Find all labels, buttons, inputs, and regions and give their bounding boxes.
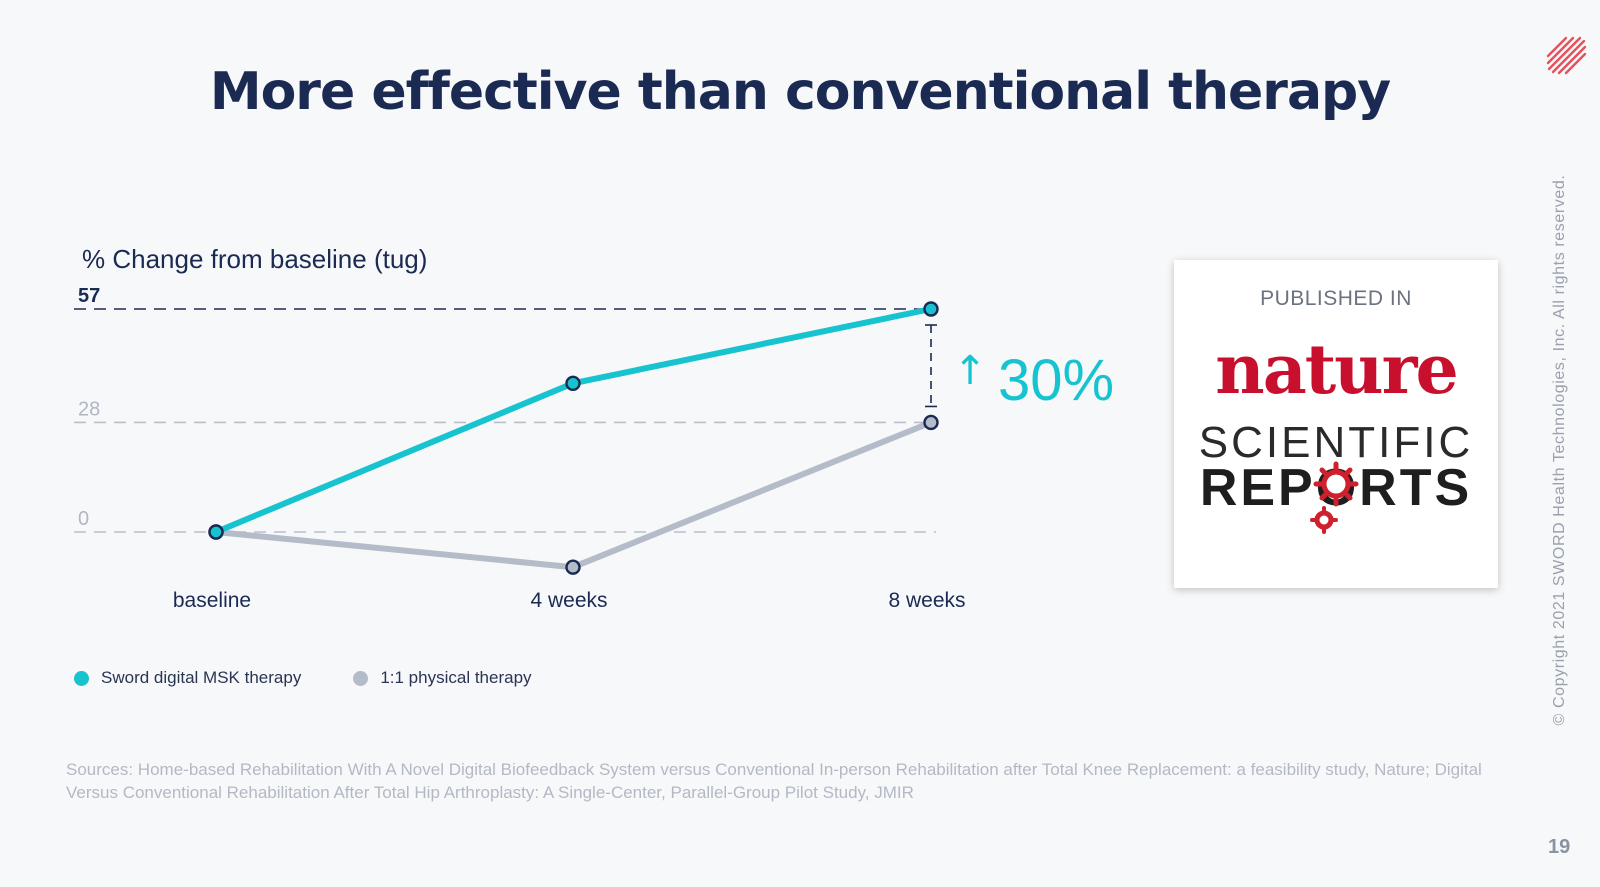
- legend-dot-icon: [74, 670, 89, 686]
- data-point: [208, 524, 224, 540]
- legend-item-physical: 1:1 physical therapy: [353, 668, 532, 688]
- y-tick-label: 57: [78, 285, 100, 307]
- data-point: [923, 414, 939, 431]
- x-tick-label: baseline: [173, 589, 251, 612]
- improvement-percent: 30%: [998, 348, 1114, 413]
- x-tick-label: 4 weeks: [530, 589, 607, 612]
- y-axis-title: % Change from baseline (tug): [82, 244, 428, 274]
- up-arrow-icon: ↑: [953, 348, 987, 394]
- x-tick-label: 8 weeks: [888, 589, 965, 612]
- legend-label: Sword digital MSK therapy: [101, 668, 302, 687]
- data-point: [923, 301, 939, 317]
- data-point: [565, 559, 581, 575]
- legend-item-sword: Sword digital MSK therapy: [74, 668, 301, 688]
- scientific-logo-text: SCIENTIFIC: [1198, 418, 1474, 467]
- sources-footnote: Sources: Home-based Rehabilitation With …: [66, 760, 1482, 802]
- series-line: [213, 419, 934, 571]
- page-title: More effective than conventional therapy: [209, 62, 1391, 122]
- data-point: [565, 375, 581, 392]
- nature-logo-text: nature: [1215, 330, 1458, 410]
- series-line: [213, 306, 934, 535]
- sword-logo-icon: [1546, 36, 1587, 75]
- legend-label: 1:1 physical therapy: [380, 668, 532, 687]
- chart-legend: Sword digital MSK therapy 1:1 physical t…: [74, 668, 584, 688]
- published-in-card: PUBLISHED IN nature SCIENTIFIC REPORTS: [1174, 260, 1498, 588]
- gear-icon: [1310, 461, 1359, 534]
- y-tick-label: 28: [78, 398, 100, 420]
- page-number: 19: [1548, 836, 1571, 858]
- legend-dot-icon: [353, 670, 369, 686]
- published-label: PUBLISHED IN: [1260, 287, 1412, 310]
- y-tick-label: 0: [78, 508, 89, 530]
